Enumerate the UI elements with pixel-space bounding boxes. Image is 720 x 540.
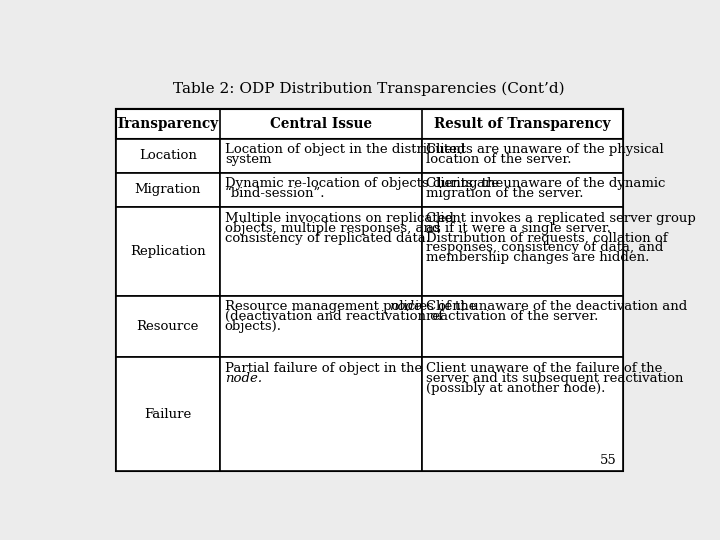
Text: Resource: Resource xyxy=(137,320,199,333)
Bar xyxy=(220,357,422,471)
Bar xyxy=(220,207,422,296)
Text: membership changes are hidden.: membership changes are hidden. xyxy=(426,252,649,265)
Text: “bind-session”.: “bind-session”. xyxy=(225,187,325,200)
Text: Multiple invocations on replicated: Multiple invocations on replicated xyxy=(225,212,454,225)
Text: node: node xyxy=(390,300,422,313)
Text: objects).: objects). xyxy=(225,320,282,333)
Text: node.: node. xyxy=(225,372,262,385)
Bar xyxy=(116,173,220,207)
Bar xyxy=(422,296,624,357)
Text: Partial failure of object in the: Partial failure of object in the xyxy=(225,362,422,375)
Bar xyxy=(116,110,624,139)
Text: Location: Location xyxy=(139,149,197,162)
Text: Client invokes a replicated server group: Client invokes a replicated server group xyxy=(426,212,696,225)
Text: 55: 55 xyxy=(600,454,617,467)
Text: Clients are unaware of the physical: Clients are unaware of the physical xyxy=(426,143,664,157)
Text: Client unaware of the deactivation and: Client unaware of the deactivation and xyxy=(426,300,688,313)
Bar xyxy=(116,139,220,173)
Bar xyxy=(220,173,422,207)
Text: reactivation of the server.: reactivation of the server. xyxy=(426,310,599,323)
Text: Client unaware of the failure of the: Client unaware of the failure of the xyxy=(426,362,662,375)
Text: Distribution of requests, collation of: Distribution of requests, collation of xyxy=(426,232,668,245)
Text: Transparency: Transparency xyxy=(117,117,220,131)
Bar xyxy=(220,139,422,173)
Bar xyxy=(422,173,624,207)
Bar xyxy=(422,357,624,471)
Text: Table 2: ODP Distribution Transparencies (Cont’d): Table 2: ODP Distribution Transparencies… xyxy=(174,82,564,96)
Bar xyxy=(116,296,220,357)
Text: responses, consistency of data, and: responses, consistency of data, and xyxy=(426,241,664,254)
Text: objects, multiple responses, and: objects, multiple responses, and xyxy=(225,222,441,235)
Text: consistency of replicated data.: consistency of replicated data. xyxy=(225,232,430,245)
Bar xyxy=(422,139,624,173)
Text: (deactivation and reactivation of: (deactivation and reactivation of xyxy=(225,310,443,323)
Text: Migration: Migration xyxy=(135,184,201,197)
Bar xyxy=(422,207,624,296)
Text: system: system xyxy=(225,153,271,166)
Text: migration of the server.: migration of the server. xyxy=(426,187,584,200)
Bar xyxy=(220,296,422,357)
Text: Location of object in the distributed: Location of object in the distributed xyxy=(225,143,465,157)
Text: (possibly at another node).: (possibly at another node). xyxy=(426,382,606,395)
Bar xyxy=(116,207,220,296)
Text: Failure: Failure xyxy=(144,408,192,421)
Text: location of the server.: location of the server. xyxy=(426,153,572,166)
Text: server and its subsequent reactivation: server and its subsequent reactivation xyxy=(426,372,684,385)
Text: as if it were a single server.: as if it were a single server. xyxy=(426,222,611,235)
Text: Dynamic re-location of objects during the: Dynamic re-location of objects during th… xyxy=(225,177,503,190)
Text: Resource management policies of the: Resource management policies of the xyxy=(225,300,481,313)
Bar xyxy=(116,110,624,471)
Text: Replication: Replication xyxy=(130,245,206,258)
Text: Result of Transparency: Result of Transparency xyxy=(434,117,611,131)
Text: Clients are unaware of the dynamic: Clients are unaware of the dynamic xyxy=(426,177,666,190)
Text: Central Issue: Central Issue xyxy=(270,117,372,131)
Bar xyxy=(116,357,220,471)
